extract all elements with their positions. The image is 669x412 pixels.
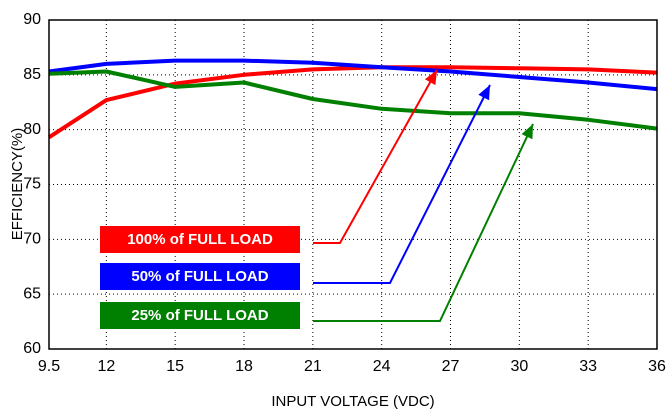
leader-line xyxy=(313,123,534,322)
x-tick-label: 15 xyxy=(166,358,184,375)
legend-label: 100% of FULL LOAD xyxy=(127,231,273,248)
y-tick-label: 60 xyxy=(23,340,41,357)
x-tick-label: 9.5 xyxy=(38,358,60,375)
y-tick-label: 75 xyxy=(23,176,41,193)
y-axis-label: EFFICIENCY(%) xyxy=(9,128,26,241)
legend-box xyxy=(100,226,300,253)
plot-frame xyxy=(48,19,658,350)
x-tick-label: 18 xyxy=(235,358,253,375)
x-tick-label: 12 xyxy=(97,358,115,375)
leader-line xyxy=(313,84,491,284)
leader-line xyxy=(313,69,438,244)
y-tick-label: 65 xyxy=(23,285,41,302)
legend-box xyxy=(100,302,300,329)
series-line xyxy=(48,69,658,131)
x-tick-label: 21 xyxy=(304,358,322,375)
x-tick-label: 30 xyxy=(510,358,528,375)
x-tick-label: 36 xyxy=(648,358,666,375)
legend-label: 50% of FULL LOAD xyxy=(131,268,268,285)
legend-label: 25% of FULL LOAD xyxy=(131,307,268,324)
x-axis-label: INPUT VOLTAGE (VDC) xyxy=(271,393,434,410)
legend-box xyxy=(100,263,300,290)
y-tick-label: 85 xyxy=(23,66,41,83)
series-line xyxy=(48,58,658,92)
series-line xyxy=(47,65,658,139)
arrow-head xyxy=(424,70,437,86)
x-tick-label: 33 xyxy=(579,358,597,375)
arrow-head xyxy=(521,124,533,140)
arrow-head xyxy=(478,85,490,101)
y-tick-label: 90 xyxy=(23,11,41,28)
y-tick-label: 70 xyxy=(23,231,41,248)
y-tick-label: 80 xyxy=(23,121,41,138)
x-tick-label: 24 xyxy=(373,358,391,375)
x-tick-label: 27 xyxy=(442,358,460,375)
